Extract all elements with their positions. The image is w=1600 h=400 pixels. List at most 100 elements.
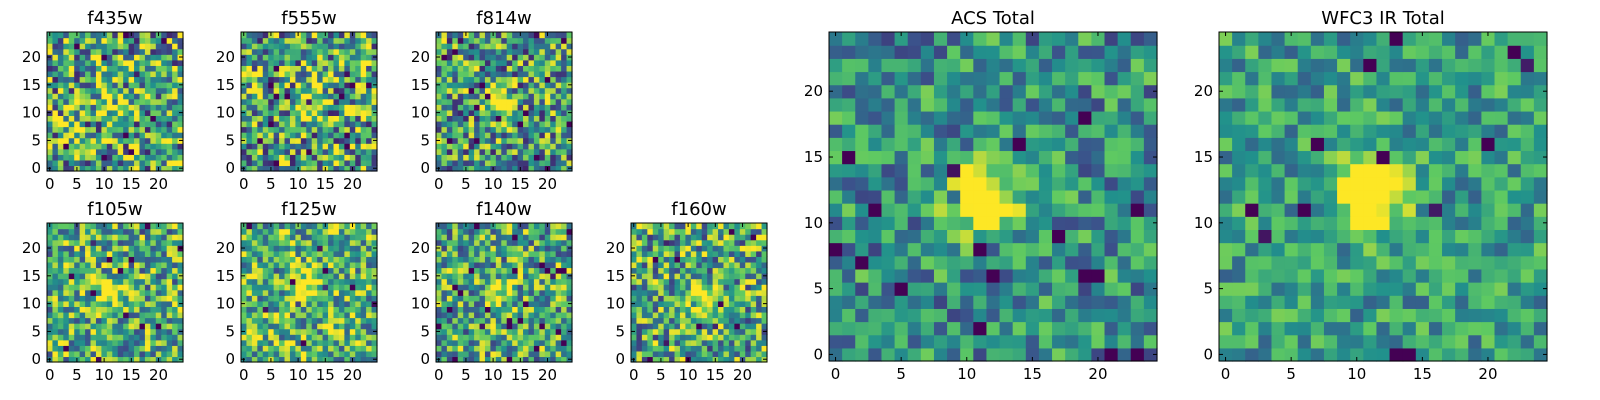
heatmap-cell — [90, 87, 97, 94]
heatmap-cell — [701, 234, 708, 241]
heatmap-cell — [172, 356, 179, 363]
heatmap-cell — [95, 350, 102, 358]
heatmap-cell — [745, 223, 752, 230]
heatmap-cell — [523, 70, 530, 78]
heatmap-cell — [112, 284, 119, 291]
heatmap-cell — [134, 37, 141, 44]
heatmap-cell — [246, 165, 253, 172]
heatmap-cell — [85, 228, 92, 235]
heatmap-cell — [868, 308, 883, 323]
heatmap-cell — [85, 98, 92, 105]
heatmap-cell — [279, 239, 286, 246]
heatmap-cell — [52, 54, 59, 61]
y-tick-label: 10 — [606, 295, 625, 313]
heatmap-cell — [441, 76, 448, 83]
heatmap-cell — [479, 306, 486, 313]
heatmap-cell — [74, 328, 81, 335]
heatmap-cell — [739, 284, 746, 291]
heatmap-cell — [300, 245, 307, 252]
heatmap-cell — [68, 345, 75, 352]
heatmap-cell — [90, 245, 97, 252]
heatmap-cell — [855, 189, 869, 204]
heatmap-cell — [246, 104, 253, 111]
heatmap-cell — [52, 165, 59, 172]
heatmap-cell — [306, 32, 313, 39]
heatmap-cell — [360, 267, 367, 274]
heatmap-cell — [468, 148, 475, 155]
heatmap-cell — [1078, 295, 1092, 309]
heatmap-cell — [631, 295, 638, 302]
heatmap-cell — [101, 334, 108, 341]
heatmap-cell — [134, 284, 141, 291]
heatmap-cell — [79, 109, 86, 116]
heatmap-cell — [517, 93, 524, 100]
heatmap-cell — [555, 306, 562, 313]
heatmap-cell — [117, 148, 124, 155]
heatmap-cell — [338, 109, 345, 116]
heatmap-cell — [177, 311, 184, 319]
heatmap-cell — [246, 159, 253, 167]
heatmap-cell — [457, 59, 464, 66]
heatmap-cell — [262, 137, 269, 144]
heatmap-cell — [322, 278, 329, 285]
heatmap-cell — [436, 126, 443, 133]
heatmap-cell — [734, 317, 741, 324]
heatmap-cell — [707, 345, 714, 352]
heatmap-cell — [161, 93, 168, 100]
heatmap-cell — [134, 132, 141, 139]
heatmap-cell — [128, 148, 135, 155]
heatmap-cell — [663, 356, 670, 363]
heatmap-cell — [907, 308, 922, 323]
heatmap-cell — [484, 59, 491, 66]
heatmap-cell — [47, 228, 54, 235]
heatmap-cell — [306, 223, 313, 230]
heatmap-cell — [63, 93, 70, 100]
heatmap-cell — [750, 256, 757, 263]
heatmap-cell — [647, 261, 654, 269]
heatmap-cell — [79, 126, 86, 133]
heatmap-cell — [349, 273, 356, 280]
heatmap-cell — [317, 104, 324, 111]
heatmap-cell — [117, 54, 124, 61]
heatmap-cell — [306, 350, 313, 358]
heatmap-cell — [251, 143, 258, 150]
heatmap-cell — [696, 345, 703, 352]
heatmap-cell — [79, 311, 86, 319]
heatmap-cell — [550, 143, 557, 150]
heatmap-cell — [463, 76, 470, 83]
heatmap-cell — [172, 328, 179, 335]
heatmap-cell — [74, 311, 81, 319]
heatmap-cell — [679, 234, 686, 241]
heatmap-cell — [262, 59, 269, 66]
heatmap-cell — [1130, 268, 1145, 283]
heatmap-cell — [246, 311, 253, 319]
heatmap-cell — [479, 228, 486, 235]
heatmap-cell — [355, 43, 362, 50]
heatmap-cell — [166, 284, 173, 291]
heatmap-cells-f160w — [631, 223, 768, 363]
heatmap-cell — [328, 54, 335, 61]
heatmap-cell — [999, 282, 1014, 296]
heatmap-cell — [166, 70, 173, 78]
heatmap-cell — [663, 228, 670, 235]
heatmap-cell — [268, 87, 275, 94]
heatmap-cell — [544, 245, 551, 252]
heatmap-cell — [57, 273, 64, 280]
heatmap-cell — [566, 278, 573, 285]
heatmap-cell — [177, 334, 184, 341]
heatmap-cell — [322, 87, 329, 94]
heatmap-cell — [63, 300, 70, 307]
heatmap-cell — [284, 317, 291, 324]
heatmap-cell — [528, 234, 535, 241]
heatmap-cell — [756, 323, 763, 330]
heatmap-cell — [68, 323, 75, 330]
heatmap-cell — [544, 154, 551, 161]
heatmap-cell — [512, 65, 519, 72]
heatmap-cell — [349, 234, 356, 241]
heatmap-cell — [452, 273, 459, 280]
heatmap-cell — [289, 289, 296, 296]
heatmap-cell — [128, 143, 135, 150]
heatmap-cell — [641, 256, 648, 263]
heatmap-cell — [311, 234, 318, 241]
heatmap-cell — [468, 82, 475, 89]
